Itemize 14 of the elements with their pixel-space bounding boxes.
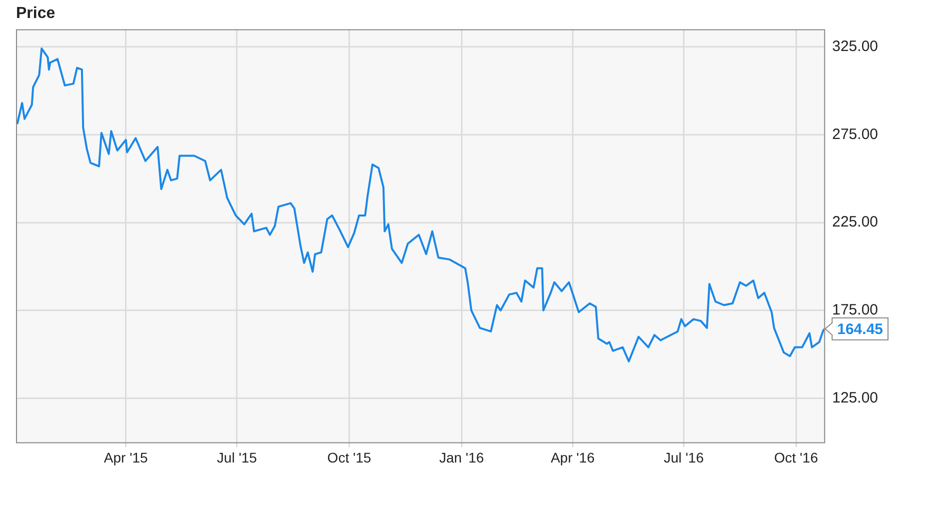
x-tick-label: Jul '15 xyxy=(216,449,258,466)
y-tick-label: 325.00 xyxy=(832,38,878,55)
x-tick-label: Apr '16 xyxy=(550,449,595,466)
annotation: 164.45 xyxy=(837,321,884,338)
x-tick-label: Oct '15 xyxy=(327,449,372,466)
x-tick-label: Jan '16 xyxy=(439,449,484,466)
x-tick-label: Jul '16 xyxy=(664,449,704,466)
chart-title: Price xyxy=(16,5,56,22)
y-tick-label: 225.00 xyxy=(832,214,878,231)
x-tick-label: Oct '16 xyxy=(774,449,818,466)
x-tick-label: Apr '15 xyxy=(104,449,148,466)
y-tick-label: 275.00 xyxy=(832,126,878,143)
y-tick-label: 125.00 xyxy=(832,389,878,406)
y-tick-label: 175.00 xyxy=(832,302,878,319)
